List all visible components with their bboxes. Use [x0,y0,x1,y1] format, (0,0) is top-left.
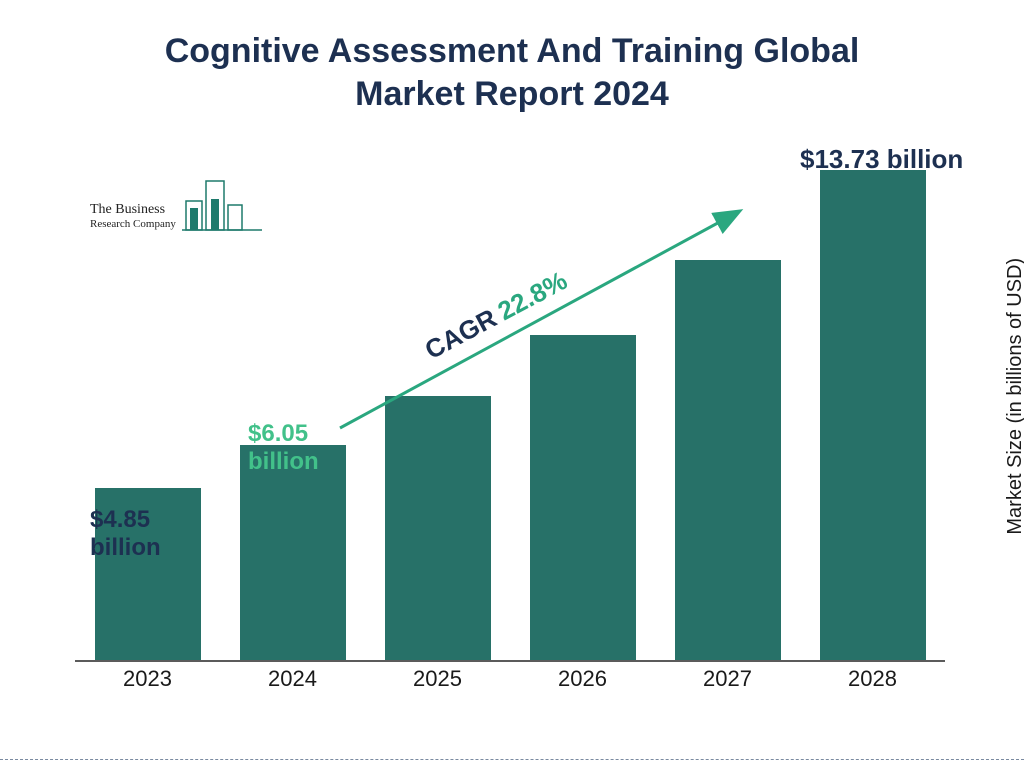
bar-slot [655,160,800,662]
chart-title-line2: Market Report 2024 [355,75,669,113]
value-callout: $6.05billion [248,420,319,475]
x-axis-label: 2028 [800,666,945,700]
chart-container: Cognitive Assessment And Training Global… [0,0,1024,768]
x-axis-label: 2025 [365,666,510,700]
bar [820,170,926,662]
bar [675,260,781,662]
x-axis-label: 2023 [75,666,220,700]
bar [530,335,636,662]
bars-group [75,160,945,662]
x-axis-labels: 202320242025202620272028 [75,666,945,700]
bar-slot [800,160,945,662]
x-axis-label: 2026 [510,666,655,700]
bar [385,396,491,662]
y-axis-label: Market Size (in billions of USD) [1004,258,1024,535]
bar-slot [510,160,655,662]
chart-title-line1: Cognitive Assessment And Training Global [165,32,860,70]
plot-area: 202320242025202620272028 [75,160,945,700]
bar-slot [75,160,220,662]
x-axis-baseline [75,660,945,662]
value-callout: $13.73 billion [800,145,963,175]
chart-title: Cognitive Assessment And Training Global… [0,30,1024,115]
footer-divider [0,759,1024,760]
bar-slot [220,160,365,662]
bar-slot [365,160,510,662]
x-axis-label: 2024 [220,666,365,700]
bar [240,445,346,662]
value-callout: $4.85billion [90,506,161,561]
x-axis-label: 2027 [655,666,800,700]
